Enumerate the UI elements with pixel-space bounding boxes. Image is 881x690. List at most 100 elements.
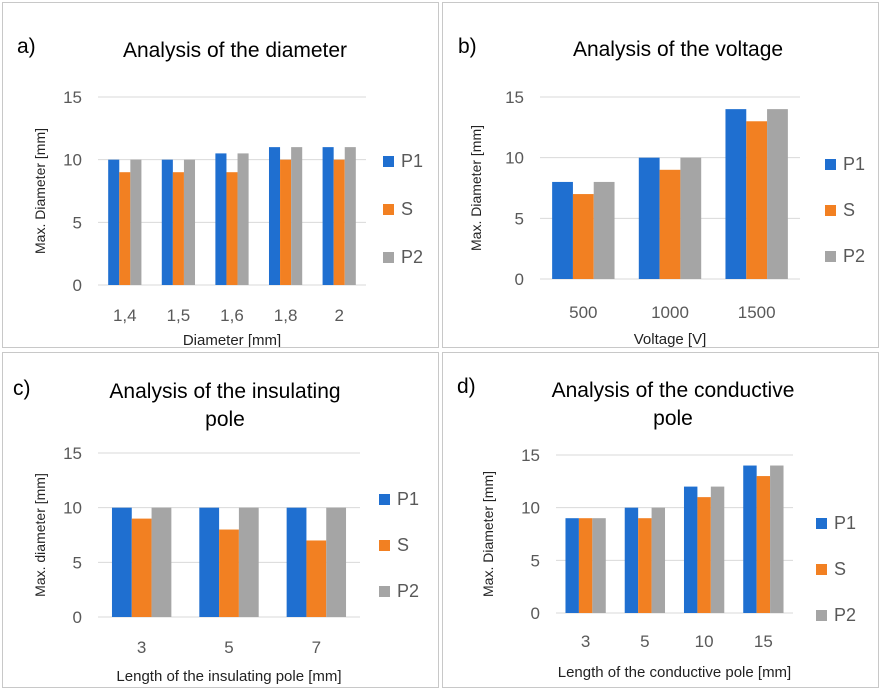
legend-swatch-s [816,564,827,575]
bar-s-1000 [659,169,681,279]
x-tick-label: 10 [695,632,714,651]
y-tick-label: 0 [531,604,540,623]
legend-swatch-p2 [379,586,390,597]
bar-s-500 [572,194,594,279]
chart-title-line: Analysis of the insulating [109,380,340,403]
y-tick-label: 15 [505,88,524,107]
bar-s-3 [578,518,593,613]
x-tick-label: 1,6 [220,306,244,325]
bar-s-15 [756,476,771,613]
y-tick-label: 15 [63,88,82,107]
x-tick-label: 5 [224,638,233,657]
legend-label-s: S [843,200,855,220]
chart-b-svg: b) Analysis of the voltage 0 5 10 15 500 1000 15… [458,35,865,347]
x-tick-label: 15 [754,632,773,651]
bar-p2-15 [770,465,784,613]
bar-p2-16 [237,153,249,285]
bar-p2-14 [130,159,142,285]
legend-label-s: S [834,559,846,579]
chart-title: Analysis of the conductive pole [552,379,795,430]
y-axis-label: Max. Diameter [mm] [32,128,48,254]
bar-p2-18 [291,147,303,285]
chart-title: Analysis of the diameter [123,39,347,62]
legend-label-p1: P1 [401,151,423,171]
x-tick-label: 1500 [738,303,776,322]
bar-p2-10 [710,486,725,613]
bar-s-3 [131,518,152,617]
bar-s-5 [219,529,239,617]
x-tick-label: 3 [581,632,590,651]
y-tick-label: 0 [73,276,82,295]
panel-label: c) [13,377,31,400]
bar-p1-2 [322,147,334,285]
bar-p2-5 [651,507,666,613]
x-axis-label: Diameter [mm] [183,332,281,347]
bar-s-5 [638,518,652,613]
bar-p1-16 [215,153,227,285]
bar-s-7 [306,540,327,617]
chart-title: Analysis of the voltage [573,38,783,61]
bar-p1-7 [286,507,307,617]
y-tick-label: 0 [515,270,524,289]
legend-label-s: S [397,535,409,555]
y-tick-label: 15 [63,444,82,463]
y-tick-label: 10 [63,499,82,518]
legend-swatch-s [825,205,836,216]
bar-s-2 [333,159,345,285]
bar-p1-500 [552,181,573,279]
chart-panel-d: d) Analysis of the conductive pole 0 5 10 15 3 5… [442,352,879,688]
bar-p1-3 [565,518,579,613]
legend-swatch-p2 [383,252,394,263]
chart-title: Analysis of the insulating pole [109,380,340,431]
y-tick-label: 10 [63,151,82,170]
bar-s-10 [697,497,711,613]
x-axis-label: Length of the conductive pole [mm] [558,664,791,681]
legend-swatch-p1 [816,518,827,529]
bar-p1-14 [108,159,120,285]
x-tick-label: 5 [640,632,649,651]
x-tick-label: 3 [137,638,146,657]
bar-p1-1000 [638,157,660,279]
legend-swatch-s [383,204,394,215]
legend-label-p1: P1 [397,489,419,509]
legend-swatch-p1 [379,494,390,505]
x-tick-label: 7 [312,638,321,657]
x-axis-label: Voltage [V] [634,331,707,347]
y-tick-label: 5 [73,553,82,572]
bar-p1-5 [624,507,639,613]
x-tick-label: 1,4 [113,306,137,325]
bar-s-14 [119,172,131,285]
bar-p2-5 [238,507,259,617]
bar-p1-1500 [725,109,747,279]
y-tick-label: 5 [73,213,82,232]
bar-s-15 [172,172,184,285]
panel-label: a) [17,35,36,58]
legend-swatch-p2 [816,610,827,621]
y-tick-label: 10 [505,149,524,168]
chart-title-line: pole [653,407,693,430]
bar-p1-10 [683,486,698,613]
chart-d-svg: d) Analysis of the conductive pole 0 5 10 15 3 5… [457,375,856,681]
y-axis-label: Max. diameter [mm] [32,473,48,597]
panel-label: b) [458,35,477,58]
legend-swatch-p1 [825,159,836,170]
chart-a-svg: a) Analysis of the diameter 0 5 10 15 1,4 1,5 1,… [17,35,423,347]
bar-p2-7 [326,507,347,617]
x-axis-label: Length of the insulating pole [mm] [116,668,341,685]
panel-label: d) [457,375,476,398]
legend-label-p2: P2 [834,605,856,625]
y-tick-label: 15 [521,446,540,465]
chart-panel-a: a) Analysis of the diameter 0 5 10 15 1,4 1,5 1,… [2,2,439,348]
bar-s-16 [226,172,238,285]
legend-label-p2: P2 [843,246,865,266]
legend-label-p2: P2 [401,247,423,267]
chart-c-svg: c) Analysis of the insulating pole 0 5 10 15 3 5… [13,377,419,685]
bar-p1-15 [743,465,757,613]
legend-swatch-p2 [825,251,836,262]
chart-title-line: Analysis of the voltage [573,38,783,61]
chart-title-line: Analysis of the diameter [123,39,347,62]
y-tick-label: 0 [73,608,82,627]
bar-p2-2 [344,147,356,285]
legend-swatch-p1 [383,156,394,167]
x-tick-label: 2 [334,306,343,325]
